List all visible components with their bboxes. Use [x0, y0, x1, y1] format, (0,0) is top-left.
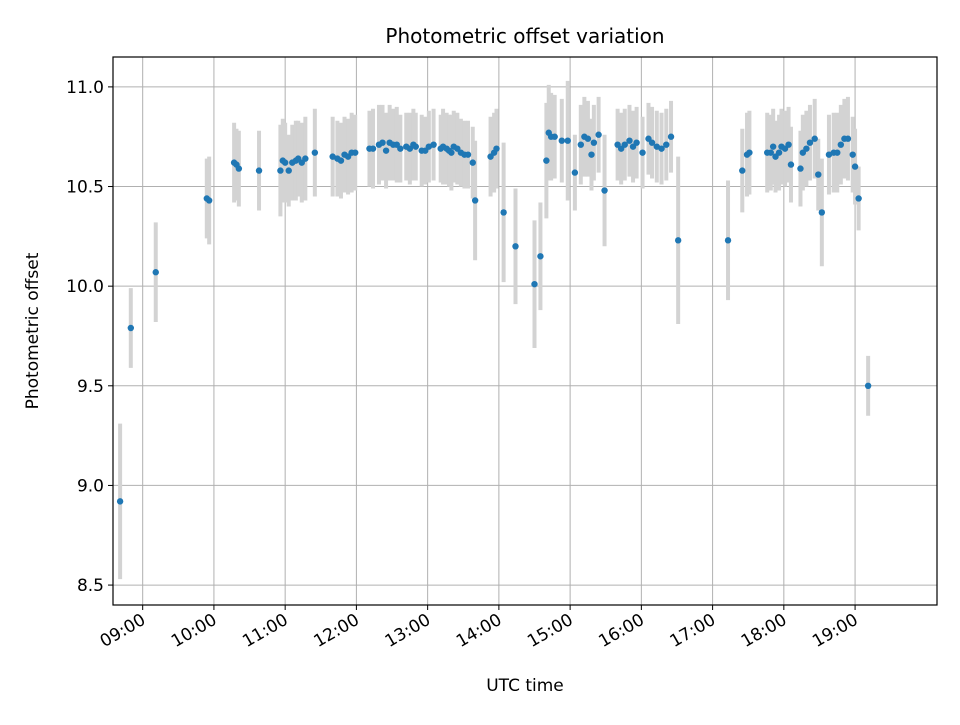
data-point: [564, 137, 571, 144]
x-axis-label: UTC time: [486, 676, 564, 696]
data-point: [775, 149, 783, 156]
data-point: [531, 280, 538, 288]
data-point: [626, 137, 633, 144]
data-point: [369, 145, 377, 152]
data-points: [116, 129, 872, 505]
data-point: [116, 498, 124, 505]
data-point: [590, 139, 598, 146]
data-point: [302, 155, 309, 162]
data-point: [255, 167, 263, 174]
data-point: [397, 145, 404, 152]
data-point: [500, 209, 507, 216]
data-point: [584, 135, 592, 142]
data-point: [601, 187, 608, 194]
data-point: [379, 139, 386, 146]
data-point: [818, 209, 826, 216]
data-point: [493, 145, 500, 152]
data-point: [277, 167, 284, 174]
data-point: [543, 157, 550, 164]
data-point: [769, 143, 777, 150]
data-point: [471, 197, 479, 204]
data-point: [152, 269, 159, 276]
data-point: [512, 243, 519, 250]
data-point: [724, 237, 732, 244]
data-point: [864, 382, 872, 389]
data-point: [337, 157, 345, 164]
data-point: [811, 135, 818, 142]
data-point: [577, 141, 585, 148]
data-point: [739, 167, 746, 174]
data-point: [815, 171, 822, 178]
data-point: [537, 253, 544, 260]
y-tick-label: 8.5: [77, 576, 104, 596]
y-tick-label: 11.0: [66, 78, 104, 98]
data-point: [633, 139, 640, 146]
data-point: [235, 165, 243, 172]
data-point: [851, 163, 859, 170]
chart-title: Photometric offset variation: [385, 24, 664, 48]
data-point: [621, 141, 628, 148]
data-point: [849, 151, 856, 158]
data-point: [311, 149, 319, 156]
data-point: [448, 149, 455, 156]
data-point: [558, 137, 566, 144]
y-tick-label: 9.5: [77, 377, 104, 397]
data-point: [352, 149, 359, 156]
data-point: [412, 143, 419, 150]
data-point: [834, 149, 841, 156]
data-point: [787, 161, 795, 168]
data-point: [464, 151, 472, 158]
data-point: [588, 151, 595, 158]
data-point: [648, 139, 656, 146]
data-point: [797, 165, 804, 172]
data-point: [382, 147, 390, 154]
data-point: [430, 141, 437, 148]
y-tick-label: 10.5: [66, 178, 104, 198]
data-point: [469, 159, 476, 166]
y-tick-label: 10.0: [66, 277, 104, 297]
data-point: [658, 145, 665, 152]
data-point: [663, 141, 670, 148]
data-point: [746, 149, 753, 156]
data-point: [674, 237, 682, 244]
data-point: [639, 149, 646, 156]
data-point: [571, 169, 579, 176]
data-point: [205, 197, 213, 204]
data-point: [837, 141, 845, 148]
data-point: [595, 131, 602, 138]
data-point: [551, 133, 558, 140]
data-point: [785, 141, 792, 148]
y-tick-label: 9.0: [77, 476, 104, 496]
data-point: [803, 145, 810, 152]
data-point: [285, 167, 292, 174]
plot-frame: [112, 56, 938, 606]
data-point: [281, 159, 289, 166]
data-point: [855, 195, 862, 202]
data-point: [767, 149, 774, 156]
data-point: [844, 135, 852, 142]
data-point: [806, 139, 814, 146]
data-point: [667, 133, 675, 140]
y-axis-label: Photometric offset: [23, 252, 43, 409]
y-axis: 8.5 9.0 9.5 10.0 10.5 11.0: [66, 78, 113, 596]
data-point: [127, 324, 135, 332]
